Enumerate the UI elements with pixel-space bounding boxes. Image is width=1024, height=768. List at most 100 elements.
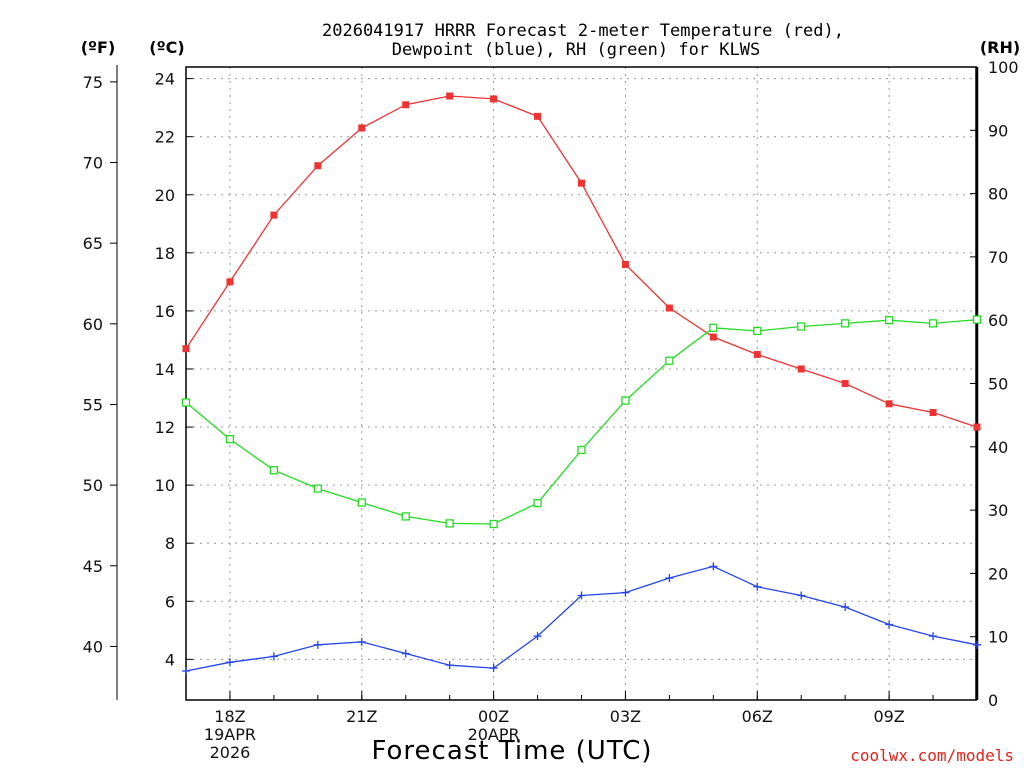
rh-point (841, 319, 850, 328)
rh-unit-label: (RH) (980, 38, 1020, 57)
fahrenheit-tick-label: 55 (83, 395, 103, 414)
fahrenheit-tick-label: 65 (83, 234, 103, 253)
rh-point (225, 435, 235, 444)
temperature-point (841, 380, 849, 387)
rh-tick-label: 90 (988, 121, 1008, 140)
dewpoint-point (357, 637, 366, 646)
rh-tick-label: 100 (988, 58, 1019, 77)
time-tick-label: 21Z (346, 707, 377, 726)
rh-tick-label: 60 (988, 311, 1008, 330)
rh-point (357, 498, 366, 507)
dewpoint-point (885, 620, 894, 629)
dewpoint-line (185, 565, 978, 672)
rh-point (401, 512, 410, 521)
rh-tick-label: 30 (988, 501, 1008, 520)
time-tick-label: 18Z (214, 707, 245, 726)
dewpoint-point (621, 588, 630, 597)
celsius-tick-label: 16 (155, 302, 175, 321)
chart-title-line-2: Dewpoint (blue), RH (green) for KLWS (392, 40, 760, 60)
x-axis-title: Forecast Time (UTC) (371, 736, 652, 766)
dewpoint-point (709, 562, 718, 571)
temperature-point (182, 345, 190, 353)
dewpoint-point (313, 640, 322, 649)
temperature-point (709, 333, 717, 341)
rh-point (181, 398, 191, 407)
dewpoint-point (577, 591, 586, 600)
celsius-tick-label: 24 (155, 70, 175, 89)
dewpoint-point (489, 664, 498, 673)
time-tick-label: 03Z (610, 707, 641, 726)
fahrenheit-unit-label: (ºF) (81, 38, 116, 57)
rh-tick-label: 20 (988, 564, 1008, 583)
rh-point (709, 323, 718, 332)
rh-tick-label: 50 (988, 375, 1008, 394)
dewpoint-point (182, 666, 190, 675)
celsius-tick-label: 12 (155, 418, 175, 437)
time-tick-label: 09Z (873, 707, 904, 726)
rh-tick-label: 70 (988, 248, 1008, 267)
temperature-point (534, 112, 542, 120)
celsius-tick-label: 4 (165, 650, 175, 669)
celsius-tick-label: 6 (165, 592, 175, 611)
temperature-point (973, 423, 981, 431)
rh-point (533, 498, 542, 508)
data-series (181, 92, 982, 675)
temperature-point (314, 162, 322, 170)
rh-point (621, 396, 630, 405)
rh-point (489, 519, 498, 529)
rh-point (665, 356, 674, 365)
temperature-point (753, 350, 761, 358)
fahrenheit-tick-label: 50 (83, 476, 103, 495)
dewpoint-point (929, 632, 938, 641)
fahrenheit-tick-label: 40 (83, 637, 103, 656)
temperature-point (621, 260, 629, 268)
rh-tick-label: 0 (988, 691, 998, 710)
dewpoint-point (269, 652, 278, 661)
dewpoint-point (225, 658, 234, 667)
dewpoint-point (797, 591, 806, 600)
dewpoint-point (973, 640, 981, 649)
temperature-point (797, 365, 805, 373)
fahrenheit-tick-label: 45 (83, 557, 103, 576)
celsius-tick-label: 14 (155, 360, 175, 379)
plot-frame (185, 66, 977, 701)
temperature-point (490, 95, 498, 103)
time-tick-label: 2026 (210, 743, 251, 762)
chart-title-line-1: 2026041917 HRRR Forecast 2-meter Tempera… (322, 21, 844, 41)
temperature-point (578, 179, 585, 187)
dewpoint-point (841, 603, 850, 612)
rh-point (753, 326, 762, 336)
rh-point (577, 445, 586, 455)
dewpoint-point (445, 661, 454, 670)
temperature-point (402, 101, 410, 109)
time-tick-label: 19APR (204, 725, 256, 744)
temperature-line (185, 95, 978, 428)
rh-point (269, 466, 279, 475)
celsius-unit-label: (ºC) (149, 38, 184, 57)
rh-line (185, 318, 978, 525)
temperature-point (665, 304, 673, 312)
rh-point (972, 315, 982, 324)
time-tick-label: 20APR (468, 725, 520, 744)
dewpoint-point (401, 649, 410, 658)
rh-tick-label: 10 (988, 628, 1008, 647)
temperature-point (358, 124, 366, 132)
celsius-tick-label: 18 (155, 244, 175, 263)
temperature-point (226, 278, 234, 286)
time-tick-label: 06Z (742, 707, 773, 726)
temperature-point (446, 92, 454, 100)
dewpoint-point (753, 582, 762, 591)
rh-point (928, 319, 938, 328)
celsius-tick-label: 10 (155, 476, 175, 495)
fahrenheit-tick-label: 60 (83, 315, 103, 334)
rh-tick-label: 80 (988, 185, 1008, 204)
temperature-point (929, 409, 937, 417)
temperature-point (885, 400, 893, 408)
fahrenheit-tick-label: 70 (83, 153, 103, 172)
site-credit: coolwx.com/models (850, 746, 1014, 765)
rh-point (884, 316, 894, 325)
dewpoint-point (665, 574, 674, 583)
rh-point (445, 519, 454, 528)
grid-lines (186, 67, 977, 700)
